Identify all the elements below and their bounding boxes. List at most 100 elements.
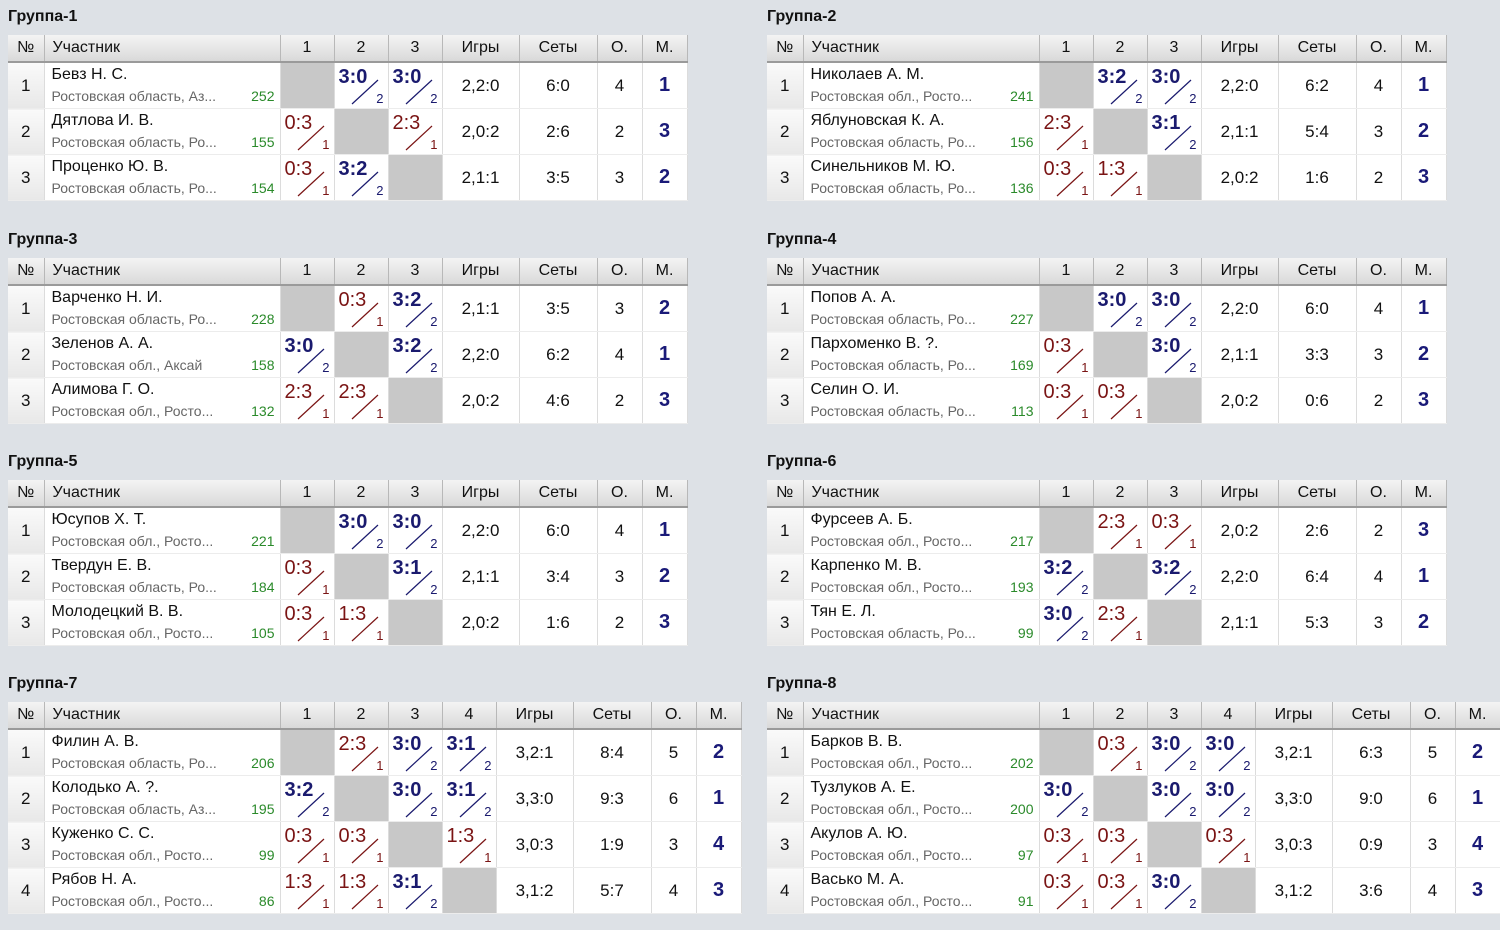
match-score-cell[interactable]: 3:2 2 <box>388 285 443 332</box>
participant-cell[interactable]: Тузлуков А. Е. Ростовская обл., Росто... 2… <box>803 775 1040 822</box>
col-header-place[interactable]: М. <box>696 702 742 730</box>
col-header-games[interactable]: Игры <box>496 702 574 730</box>
col-header-num[interactable]: № <box>767 35 804 63</box>
match-score-cell[interactable]: 2:3 1 <box>1039 108 1094 155</box>
col-header-opponent-3[interactable]: 3 <box>1147 702 1202 730</box>
participant-name[interactable]: Филин А. В. <box>51 733 139 750</box>
participant-name[interactable]: Акулов А. Ю. <box>810 825 908 842</box>
participant-cell[interactable]: Николаев А. М. Ростовская обл., Росто... 2… <box>803 62 1040 109</box>
table-row[interactable]: 1 Варченко Н. И. Ростовская область, Ро...… <box>8 285 688 332</box>
col-header-opponent-2[interactable]: 2 <box>334 702 389 730</box>
table-row[interactable]: 3 Синельников М. Ю. Ростовская область, Ро… <box>767 154 1447 201</box>
match-score-cell[interactable]: 1:3 1 <box>334 867 389 914</box>
col-header-points[interactable]: О. <box>597 35 643 63</box>
match-score-cell[interactable]: 0:3 1 <box>1093 867 1148 914</box>
col-header-opponent-2[interactable]: 2 <box>1093 35 1148 63</box>
match-score-cell[interactable]: 3:0 2 <box>388 507 443 554</box>
col-header-games[interactable]: Игры <box>442 480 520 508</box>
match-score-cell[interactable]: 3:1 2 <box>388 553 443 600</box>
col-header-num[interactable]: № <box>8 258 45 286</box>
table-row[interactable]: 1 Барков В. В. Ростовская обл., Росто... 20… <box>767 729 1500 776</box>
participant-name[interactable]: Молодецкий В. В. <box>51 603 184 620</box>
col-header-place[interactable]: М. <box>642 258 688 286</box>
match-score-cell[interactable]: 2:3 1 <box>1093 599 1148 646</box>
col-header-opponent-1[interactable]: 1 <box>280 35 335 63</box>
match-score-cell[interactable]: 3:1 2 <box>442 775 497 822</box>
match-score-cell[interactable]: 0:3 1 <box>280 553 335 600</box>
participant-name[interactable]: Зеленов А. А. <box>51 335 154 352</box>
table-row[interactable]: 1 Бевз Н. С. Ростовская область, Аз... 252 3… <box>8 62 688 109</box>
match-score-cell[interactable]: 3:0 2 <box>1039 775 1094 822</box>
col-header-games[interactable]: Игры <box>1255 702 1333 730</box>
participant-cell[interactable]: Пархоменко В. ?. Ростовская область, Ро..… <box>803 331 1040 378</box>
col-header-num[interactable]: № <box>767 702 804 730</box>
col-header-points[interactable]: О. <box>1356 258 1402 286</box>
col-header-games[interactable]: Игры <box>442 35 520 63</box>
match-score-cell[interactable]: 3:0 2 <box>388 62 443 109</box>
match-score-cell[interactable]: 3:0 2 <box>280 331 335 378</box>
match-score-cell[interactable]: 0:3 1 <box>1039 154 1094 201</box>
table-row[interactable]: 2 Яблуновская К. А. Ростовская область, Ро… <box>767 108 1447 155</box>
participant-cell[interactable]: Синельников М. Ю. Ростовская область, Ро.… <box>803 154 1040 201</box>
participant-name[interactable]: Пархоменко В. ?. <box>810 335 939 352</box>
match-score-cell[interactable]: 3:0 2 <box>1147 331 1202 378</box>
col-header-opponent-1[interactable]: 1 <box>1039 480 1094 508</box>
table-row[interactable]: 2 Дятлова И. В. Ростовская область, Ро... 1… <box>8 108 688 155</box>
match-score-cell[interactable]: 0:3 1 <box>280 154 335 201</box>
table-row[interactable]: 1 Николаев А. М. Ростовская обл., Росто...… <box>767 62 1447 109</box>
participant-cell[interactable]: Куженко С. С. Ростовская обл., Росто... 99 <box>44 821 281 868</box>
col-header-opponent-1[interactable]: 1 <box>280 480 335 508</box>
match-score-cell[interactable]: 3:0 2 <box>1147 775 1202 822</box>
col-header-place[interactable]: М. <box>642 480 688 508</box>
match-score-cell[interactable]: 0:3 1 <box>334 821 389 868</box>
table-row[interactable]: 3 Тян Е. Л. Ростовская область, Ро... 99 3:0… <box>767 599 1447 646</box>
match-score-cell[interactable]: 3:2 2 <box>1039 553 1094 600</box>
match-score-cell[interactable]: 3:0 2 <box>1147 867 1202 914</box>
col-header-participant[interactable]: Участник <box>803 258 1040 286</box>
col-header-opponent-3[interactable]: 3 <box>388 702 443 730</box>
participant-cell[interactable]: Васько М. А. Ростовская обл., Росто... 91 <box>803 867 1040 914</box>
col-header-games[interactable]: Игры <box>442 258 520 286</box>
participant-cell[interactable]: Юсупов Х. Т. Ростовская обл., Росто... 221 <box>44 507 281 554</box>
participant-cell[interactable]: Молодецкий В. В. Ростовская обл., Росто..… <box>44 599 281 646</box>
col-header-points[interactable]: О. <box>597 480 643 508</box>
match-score-cell[interactable]: 0:3 1 <box>1201 821 1256 868</box>
participant-cell[interactable]: Попов А. А. Ростовская область, Ро... 227 <box>803 285 1040 332</box>
col-header-points[interactable]: О. <box>1410 702 1456 730</box>
match-score-cell[interactable]: 3:2 2 <box>280 775 335 822</box>
match-score-cell[interactable]: 0:3 1 <box>280 599 335 646</box>
col-header-sets[interactable]: Сеты <box>519 258 598 286</box>
participant-cell[interactable]: Проценко Ю. В. Ростовская область, Ро... 1… <box>44 154 281 201</box>
match-score-cell[interactable]: 0:3 1 <box>1039 377 1094 424</box>
participant-name[interactable]: Колодько А. ?. <box>51 779 159 796</box>
participant-name[interactable]: Васько М. А. <box>810 871 905 888</box>
col-header-participant[interactable]: Участник <box>44 258 281 286</box>
col-header-opponent-4[interactable]: 4 <box>1201 702 1256 730</box>
match-score-cell[interactable]: 3:0 2 <box>1093 285 1148 332</box>
participant-name[interactable]: Тян Е. Л. <box>810 603 876 620</box>
participant-cell[interactable]: Бевз Н. С. Ростовская область, Аз... 252 <box>44 62 281 109</box>
col-header-opponent-3[interactable]: 3 <box>388 258 443 286</box>
col-header-opponent-3[interactable]: 3 <box>1147 258 1202 286</box>
match-score-cell[interactable]: 1:3 1 <box>1093 154 1148 201</box>
participant-cell[interactable]: Филин А. В. Ростовская область, Ро... 206 <box>44 729 281 776</box>
col-header-points[interactable]: О. <box>597 258 643 286</box>
participant-cell[interactable]: Акулов А. Ю. Ростовская обл., Росто... 97 <box>803 821 1040 868</box>
match-score-cell[interactable]: 3:2 2 <box>1093 62 1148 109</box>
col-header-opponent-4[interactable]: 4 <box>442 702 497 730</box>
table-row[interactable]: 1 Филин А. В. Ростовская область, Ро... 206… <box>8 729 742 776</box>
participant-name[interactable]: Бевз Н. С. <box>51 66 128 83</box>
col-header-participant[interactable]: Участник <box>44 480 281 508</box>
col-header-sets[interactable]: Сеты <box>1278 480 1357 508</box>
col-header-participant[interactable]: Участник <box>803 480 1040 508</box>
participant-name[interactable]: Юсупов Х. Т. <box>51 511 147 528</box>
participant-cell[interactable]: Рябов Н. А. Ростовская обл., Росто... 86 <box>44 867 281 914</box>
participant-name[interactable]: Куженко С. С. <box>51 825 155 842</box>
col-header-opponent-2[interactable]: 2 <box>334 35 389 63</box>
table-row[interactable]: 3 Селин О. И. Ростовская область, Ро... 113… <box>767 377 1447 424</box>
participant-cell[interactable]: Карпенко М. В. Ростовская обл., Росто... 1… <box>803 553 1040 600</box>
col-header-num[interactable]: № <box>8 35 45 63</box>
col-header-games[interactable]: Игры <box>1201 35 1279 63</box>
match-score-cell[interactable]: 2:3 1 <box>388 108 443 155</box>
participant-cell[interactable]: Барков В. В. Ростовская обл., Росто... 202 <box>803 729 1040 776</box>
